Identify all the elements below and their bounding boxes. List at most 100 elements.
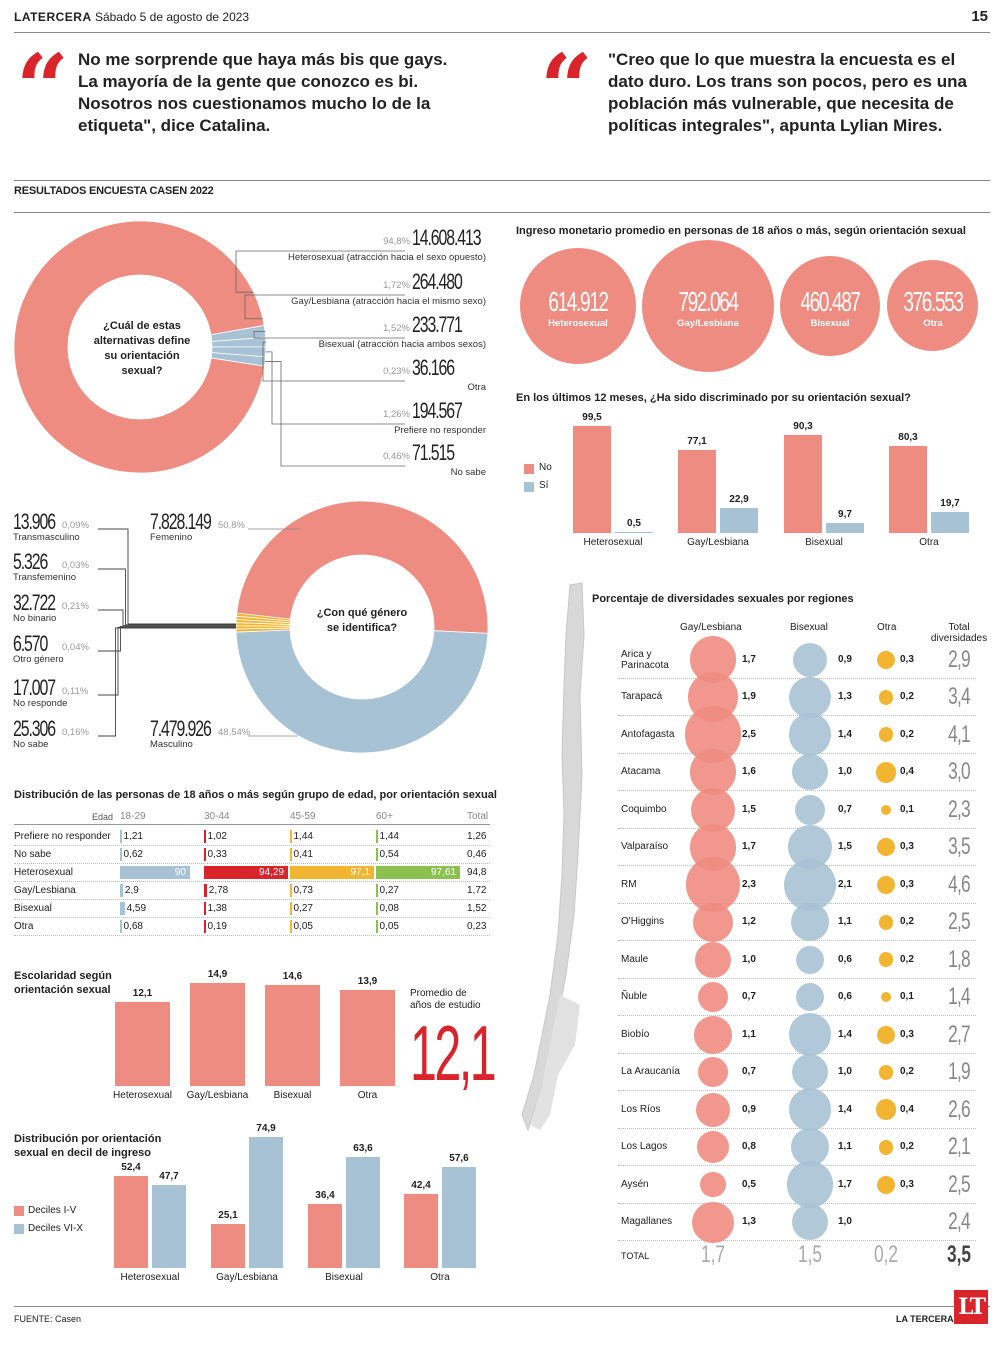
age-bar [290,848,292,861]
age-cell: 90 [174,867,186,878]
orientation-slice-label: Prefiere no responder [394,425,486,436]
discrimination-bar [931,511,969,533]
age-cell: 0,41 [293,849,313,860]
region-name: Magallanes [621,1216,673,1228]
section-title: RESULTADOS ENCUESTA CASEN 2022 [14,185,214,197]
region-name: Aysén [621,1178,649,1190]
age-cell: 0,73 [293,885,313,896]
age-cell: 97,1 [350,867,370,878]
gender-slice-value: 17.007 [13,675,56,700]
regions-col-total: Total diversidades [930,622,988,644]
table-row [14,864,490,882]
region-otra-value: 0,3 [900,1178,914,1190]
age-column-header: 45-59 [290,811,316,822]
region-bi-value: 2,1 [838,878,852,890]
income-bubble [642,240,774,372]
region-otra-value: 0,2 [900,728,914,740]
leader-line [98,625,236,652]
region-bi-value: 1,4 [838,728,852,740]
regions-title: Porcentaje de diversidades sexuales por … [592,593,854,605]
region-bi-bubble [794,794,826,825]
donut-slice [235,500,489,634]
income-bubble-label: Bisexual [810,318,850,329]
region-otra-bubble [878,914,894,930]
donut-slice [235,629,489,754]
leader-line [98,609,236,627]
region-bi-bubble [796,983,824,1012]
region-bi-value: 0,6 [838,953,852,965]
orientation-slice-pct: 0,46% [383,451,410,462]
region-bi-bubble [783,858,837,911]
table-row [618,977,976,979]
gender-slice-pct: 48,54% [218,727,251,738]
age-bar [376,848,378,861]
age-cell: 0,33 [207,849,227,860]
region-bi-value: 1,4 [838,1028,852,1040]
region-total-value: 2,7 [948,1020,971,1048]
region-bi-value: 1,4 [838,1103,852,1115]
age-cell: 2,78 [208,885,229,896]
orientation-slice-value: 71.515 [412,440,455,465]
income-bubble-value: 460.487 [800,286,861,317]
region-gay-bubble [695,1092,731,1127]
region-total-value: 2,1 [948,1133,971,1161]
region-total-value: 3,0 [948,758,971,786]
leader-line [265,351,405,425]
age-cell: 1,44 [293,831,313,842]
discrimination-bar-value: 90,3 [793,421,813,433]
region-gay-value: 2,3 [742,878,756,890]
region-otra-bubble [880,804,892,815]
region-gay-value: 1,0 [742,953,756,965]
age-bar [290,884,292,897]
discrimination-bar-value: 19,7 [940,497,960,509]
region-bi-value: 1,0 [838,1066,852,1078]
region-otra-bubble [876,875,896,894]
age-total-cell: 94,8 [467,867,487,878]
region-total-value: 4,1 [948,720,971,748]
region-name: Arica y Parinacota [621,648,669,671]
region-name: Los Ríos [621,1103,661,1115]
age-cell: 1,21 [123,831,143,842]
age-table-title: Distribución de las personas de 18 años … [14,789,497,801]
table-row [618,1015,976,1016]
footer-brand: LA TERCERA [896,1314,954,1324]
schooling-bar-value: 13,9 [357,975,378,987]
region-otra-bubble [876,1025,896,1044]
leader-line [244,294,405,320]
gender-slice-pct: 0,03% [62,560,89,571]
region-otra-value: 0,4 [900,766,914,778]
table-row [14,918,490,936]
region-total-value: 2,3 [948,795,971,823]
orientation-slice-value: 14.608.413 [412,225,482,250]
age-bar [120,848,122,861]
quote-mark-icon: “ [540,34,593,142]
gender-slice-value: 6.570 [13,631,48,656]
schooling-bar [340,989,395,1086]
table-row [618,1052,976,1054]
region-otra-value: 0,2 [900,916,914,928]
orientation-slice-pct: 1,72% [383,280,410,291]
leader-line [98,626,236,696]
age-bar [204,866,288,879]
region-bi-bubble [791,903,829,942]
gender-slice-pct: 50,8% [218,520,245,531]
region-bi-bubble [791,1054,828,1091]
regions-col-otra: Otra [877,622,897,633]
age-cell: 4,59 [126,903,147,914]
income-bubble-value: 376.553 [903,286,964,317]
legend-label: Deciles I-V [28,1205,77,1216]
discrimination-category: Gay/Lesbiana [687,537,749,548]
income-bubble-label: Otra [923,318,943,329]
region-total-value: 2,4 [948,1208,971,1236]
schooling-bar-value: 14,6 [282,970,303,982]
age-row-label: Heterosexual [14,867,73,878]
age-column-header: 60+ [376,811,393,822]
region-bi-bubble [791,1128,829,1167]
region-otra-bubble [878,952,894,968]
discrimination-bar-value: 77,1 [687,435,707,447]
age-cell: 0,19 [207,921,227,932]
age-bar [290,830,292,843]
orientation-slice-label: Heterosexual (atracción hacia el sexo op… [287,252,486,263]
regions-total-otra: 0,2 [873,1241,899,1268]
section-rule-2 [14,212,990,213]
